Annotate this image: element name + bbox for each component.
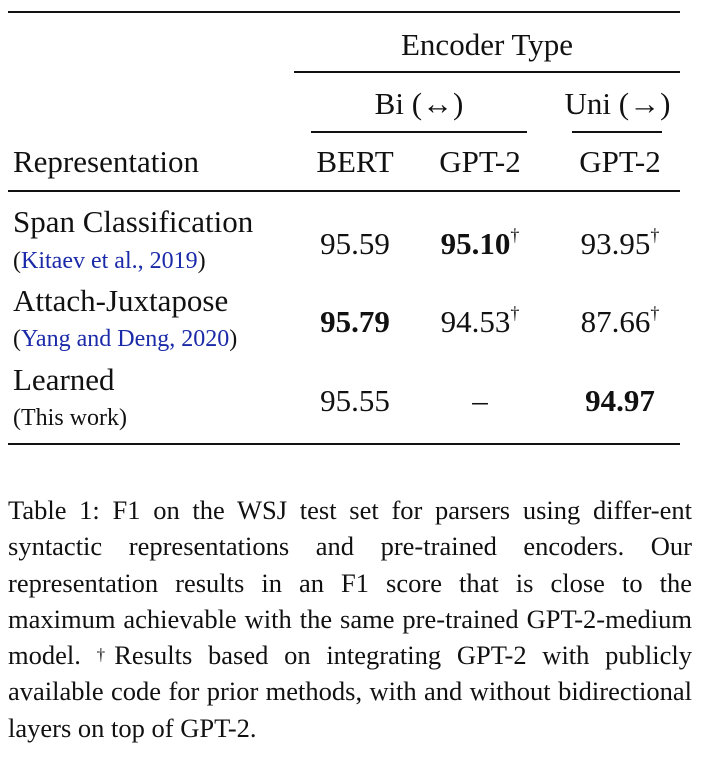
table-caption: Table 1: F1 on the WSJ test set for pars… (8, 492, 692, 746)
col-header-bert: BERT (316, 144, 394, 179)
encoder-type-rule (294, 71, 680, 73)
uni-group-rule (572, 131, 662, 133)
caption-footnote: Results based on integrating GPT-2 with … (8, 640, 693, 743)
dagger-mark: † (510, 225, 520, 245)
cell-attach-bert: 95.79 (320, 304, 390, 339)
bi-group-rule (311, 131, 527, 133)
cell-learned-gpt2-uni: 94.97 (585, 383, 655, 418)
col-header-gpt2-uni: GPT-2 (579, 144, 661, 179)
cell-span-gpt2-uni: 93.95† (565, 225, 675, 261)
col-header-gpt2-bi: GPT-2 (439, 144, 521, 179)
cite-close: ) (197, 248, 206, 274)
dagger-mark: † (650, 303, 660, 323)
cell-learned-bert: 95.55 (320, 383, 390, 418)
row-cite-learned: (This work) (13, 405, 127, 431)
cite-close: ) (229, 326, 238, 352)
dagger-mark: † (510, 303, 520, 323)
cite-link-yang-deng[interactable]: Yang and Deng, 2020 (21, 326, 230, 352)
cell-value: 87.66 (580, 304, 651, 339)
encoder-type-header: Encoder Type (401, 27, 573, 62)
table-bottom-rule (8, 443, 680, 445)
cell-span-gpt2-bi: 95.10† (425, 225, 535, 261)
cell-value: 94.53 (440, 304, 511, 339)
row-name-span-classification: Span Classification (13, 204, 254, 239)
cite-open: ( (13, 248, 21, 274)
uni-group-header: Uni (→) (564, 86, 671, 121)
caption-dagger: † (96, 645, 115, 665)
row-name-learned: Learned (13, 362, 115, 397)
cite-link-kitaev[interactable]: Kitaev et al., 2019 (21, 248, 198, 274)
cell-learned-gpt2-bi: – (472, 383, 488, 418)
header-bottom-rule (8, 190, 680, 192)
table-top-rule (8, 11, 680, 13)
cell-value: 93.95 (580, 226, 651, 261)
col-header-representation: Representation (13, 144, 199, 179)
row-cite-attach-juxtapose: (Yang and Deng, 2020) (13, 327, 237, 351)
cell-span-bert: 95.59 (320, 226, 390, 261)
cell-value: 95.10 (440, 226, 511, 261)
cell-attach-gpt2-uni: 87.66† (565, 303, 675, 339)
dagger-mark: † (650, 225, 660, 245)
row-name-attach-juxtapose: Attach-Juxtapose (13, 283, 229, 318)
row-cite-span-classification: (Kitaev et al., 2019) (13, 249, 206, 273)
cite-open: ( (13, 326, 21, 352)
cell-attach-gpt2-bi: 94.53† (425, 303, 535, 339)
caption-text: Table 1: F1 on the WSJ test set for pars… (8, 495, 692, 671)
bi-group-header: Bi (↔) (374, 86, 464, 121)
